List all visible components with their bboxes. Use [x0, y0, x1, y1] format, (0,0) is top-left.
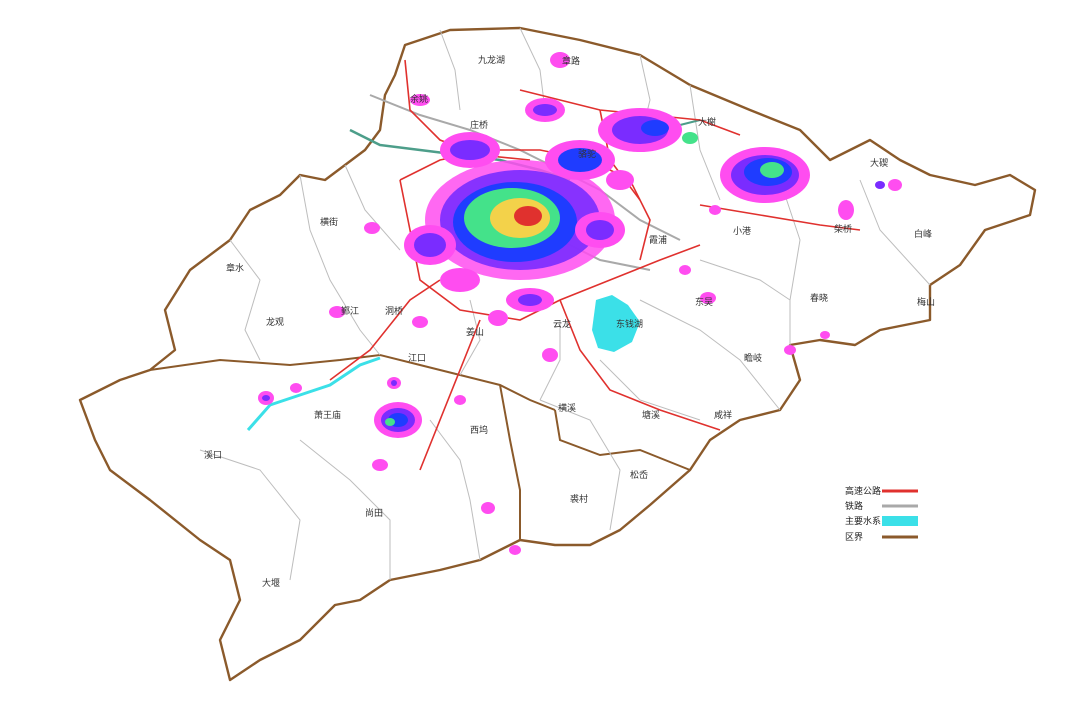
place-label: 大碶 [870, 157, 888, 169]
place-label: 裘村 [570, 493, 588, 505]
place-label: 江口 [408, 353, 426, 364]
place-label: 霞浦 [649, 234, 667, 246]
place-label: 东吴 [695, 296, 713, 308]
legend-label-boundary: 区界 [845, 532, 863, 543]
place-label: 章路 [562, 55, 580, 67]
place-label: 横街 [320, 216, 338, 228]
place-label: 春晓 [810, 292, 828, 304]
place-label: 松岙 [630, 469, 648, 481]
place-label: 章水 [226, 262, 244, 274]
place-label: 白峰 [914, 228, 932, 240]
place-label: 鄞江 [341, 305, 359, 317]
place-label: 溪口 [204, 449, 222, 461]
heat-layer [258, 52, 902, 555]
legend-label-water: 主要水系 [845, 515, 881, 527]
place-label: 梅山 [917, 296, 935, 308]
place-label: 余姚 [410, 93, 428, 105]
place-label: 庄桥 [470, 119, 488, 131]
place-label: 小港 [733, 225, 751, 237]
place-label: 西坞 [470, 424, 488, 436]
place-label: 萧王庙 [314, 409, 341, 421]
place-label: 洞桥 [385, 305, 403, 317]
legend-label-railway: 铁路 [845, 500, 863, 512]
place-labels: 九龙湖 章路 横街 章水 龙观 鄞江 洞桥 江口 萧王庙 溪口 尚田 大堰 西坞… [204, 54, 935, 589]
place-label: 横溪 [558, 402, 576, 414]
place-label: 姜山 [466, 326, 484, 338]
place-label: 九龙湖 [478, 54, 505, 66]
district-boundaries [149, 353, 691, 540]
place-label: 大堰 [262, 577, 280, 589]
place-label: 大榭 [698, 116, 716, 128]
map-legend: 高速公路 铁路 主要水系 区界 [845, 485, 918, 543]
place-label: 骆驼 [578, 148, 596, 160]
place-label: 云龙 [553, 318, 571, 330]
place-label: 龙观 [266, 316, 284, 328]
legend-swatch-water [882, 516, 918, 526]
place-label: 咸祥 [714, 409, 732, 421]
legend-label-highway: 高速公路 [845, 485, 881, 497]
place-label: 尚田 [365, 507, 383, 519]
place-label: 柴桥 [834, 223, 852, 235]
place-label: 塘溪 [642, 409, 660, 421]
place-label: 东钱湖 [616, 318, 643, 330]
place-label: 瞻岐 [744, 352, 762, 364]
